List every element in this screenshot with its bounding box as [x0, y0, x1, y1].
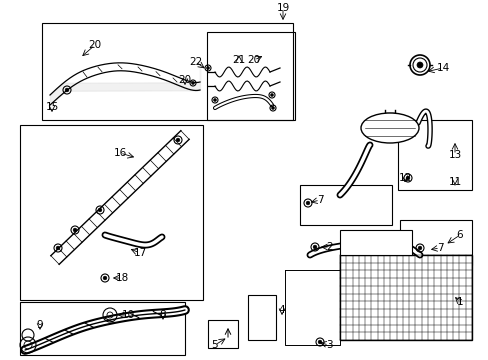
Circle shape	[73, 228, 77, 232]
Text: 22: 22	[189, 57, 202, 67]
Text: 17: 17	[133, 248, 146, 258]
Circle shape	[176, 138, 180, 142]
Text: 14: 14	[435, 63, 448, 73]
Text: 16: 16	[113, 148, 126, 158]
Bar	[299, 185, 391, 225]
Bar	[399, 220, 471, 265]
Circle shape	[191, 82, 194, 84]
Text: 18: 18	[115, 273, 128, 283]
Text: 3: 3	[325, 340, 332, 350]
Text: 10: 10	[121, 310, 134, 320]
Circle shape	[312, 245, 316, 249]
Bar	[397, 120, 471, 190]
Circle shape	[98, 208, 102, 212]
Text: 13: 13	[447, 150, 461, 160]
Text: 11: 11	[447, 177, 461, 187]
Text: 7: 7	[316, 195, 323, 205]
Ellipse shape	[360, 113, 418, 143]
Text: 4: 4	[278, 305, 285, 315]
Bar	[20, 125, 203, 300]
Circle shape	[406, 176, 409, 180]
Circle shape	[305, 201, 309, 205]
Text: 1: 1	[456, 297, 462, 307]
Text: 8: 8	[160, 310, 166, 320]
Circle shape	[213, 99, 216, 102]
Text: 7: 7	[436, 243, 443, 253]
Bar	[207, 320, 238, 348]
Circle shape	[318, 340, 321, 344]
Bar	[206, 32, 294, 120]
Text: 2: 2	[326, 242, 333, 252]
Text: 6: 6	[456, 230, 462, 240]
Circle shape	[206, 67, 209, 69]
Circle shape	[270, 94, 273, 96]
Text: 20: 20	[247, 55, 260, 65]
Circle shape	[103, 276, 106, 280]
Circle shape	[65, 88, 69, 92]
Circle shape	[56, 246, 60, 250]
Text: 9: 9	[37, 320, 43, 330]
Bar	[42, 23, 292, 120]
Text: 15: 15	[45, 102, 59, 112]
Text: 12: 12	[398, 173, 411, 183]
Circle shape	[417, 246, 421, 250]
Bar	[247, 295, 275, 340]
Bar	[339, 230, 411, 255]
Text: 20: 20	[178, 75, 191, 85]
Text: 21: 21	[232, 55, 245, 65]
Bar	[20, 302, 184, 355]
Bar	[339, 255, 471, 340]
Text: 19: 19	[276, 3, 289, 13]
Circle shape	[416, 62, 422, 68]
Circle shape	[271, 107, 274, 109]
Text: 5: 5	[211, 340, 218, 350]
Text: 20: 20	[88, 40, 102, 50]
